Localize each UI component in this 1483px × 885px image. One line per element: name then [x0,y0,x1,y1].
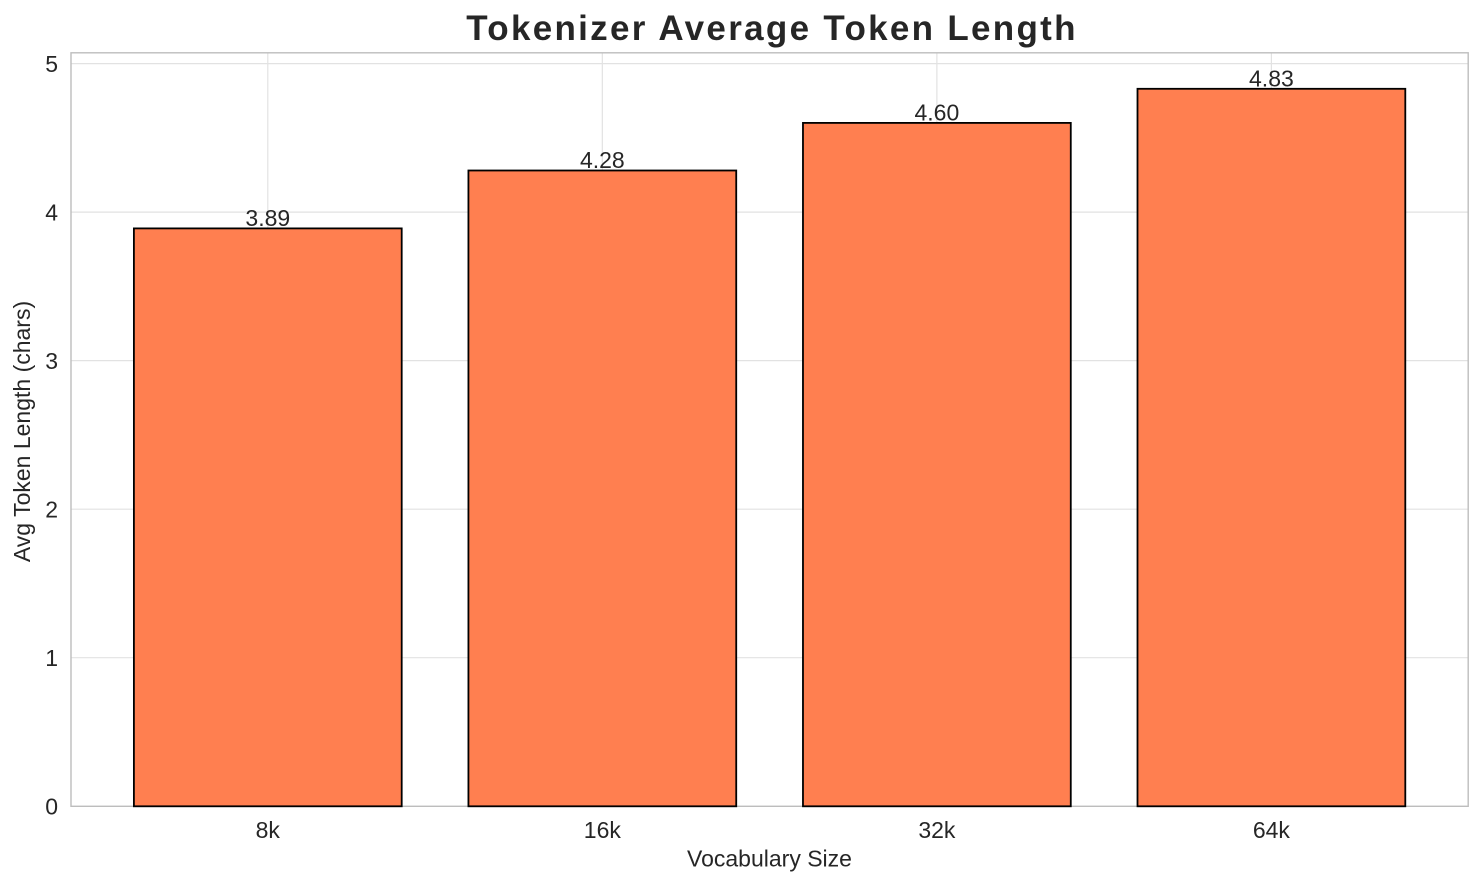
svg-text:3.89: 3.89 [245,205,290,231]
svg-text:8k: 8k [256,817,281,843]
svg-text:16k: 16k [584,817,622,843]
svg-text:0: 0 [45,794,58,820]
svg-text:4.28: 4.28 [580,147,625,173]
svg-text:4: 4 [45,199,58,225]
svg-text:32k: 32k [918,817,956,843]
svg-text:3: 3 [45,348,58,374]
svg-text:Vocabulary Size: Vocabulary Size [687,845,852,871]
svg-text:2: 2 [45,497,58,523]
svg-text:Avg Token Length (chars): Avg Token Length (chars) [9,301,35,562]
svg-text:4.60: 4.60 [914,99,959,125]
svg-text:4.83: 4.83 [1249,65,1294,91]
svg-text:5: 5 [45,51,58,77]
svg-text:1: 1 [45,645,58,671]
svg-text:Tokenizer Average Token Length: Tokenizer Average Token Length [466,9,1078,48]
svg-text:64k: 64k [1253,817,1291,843]
